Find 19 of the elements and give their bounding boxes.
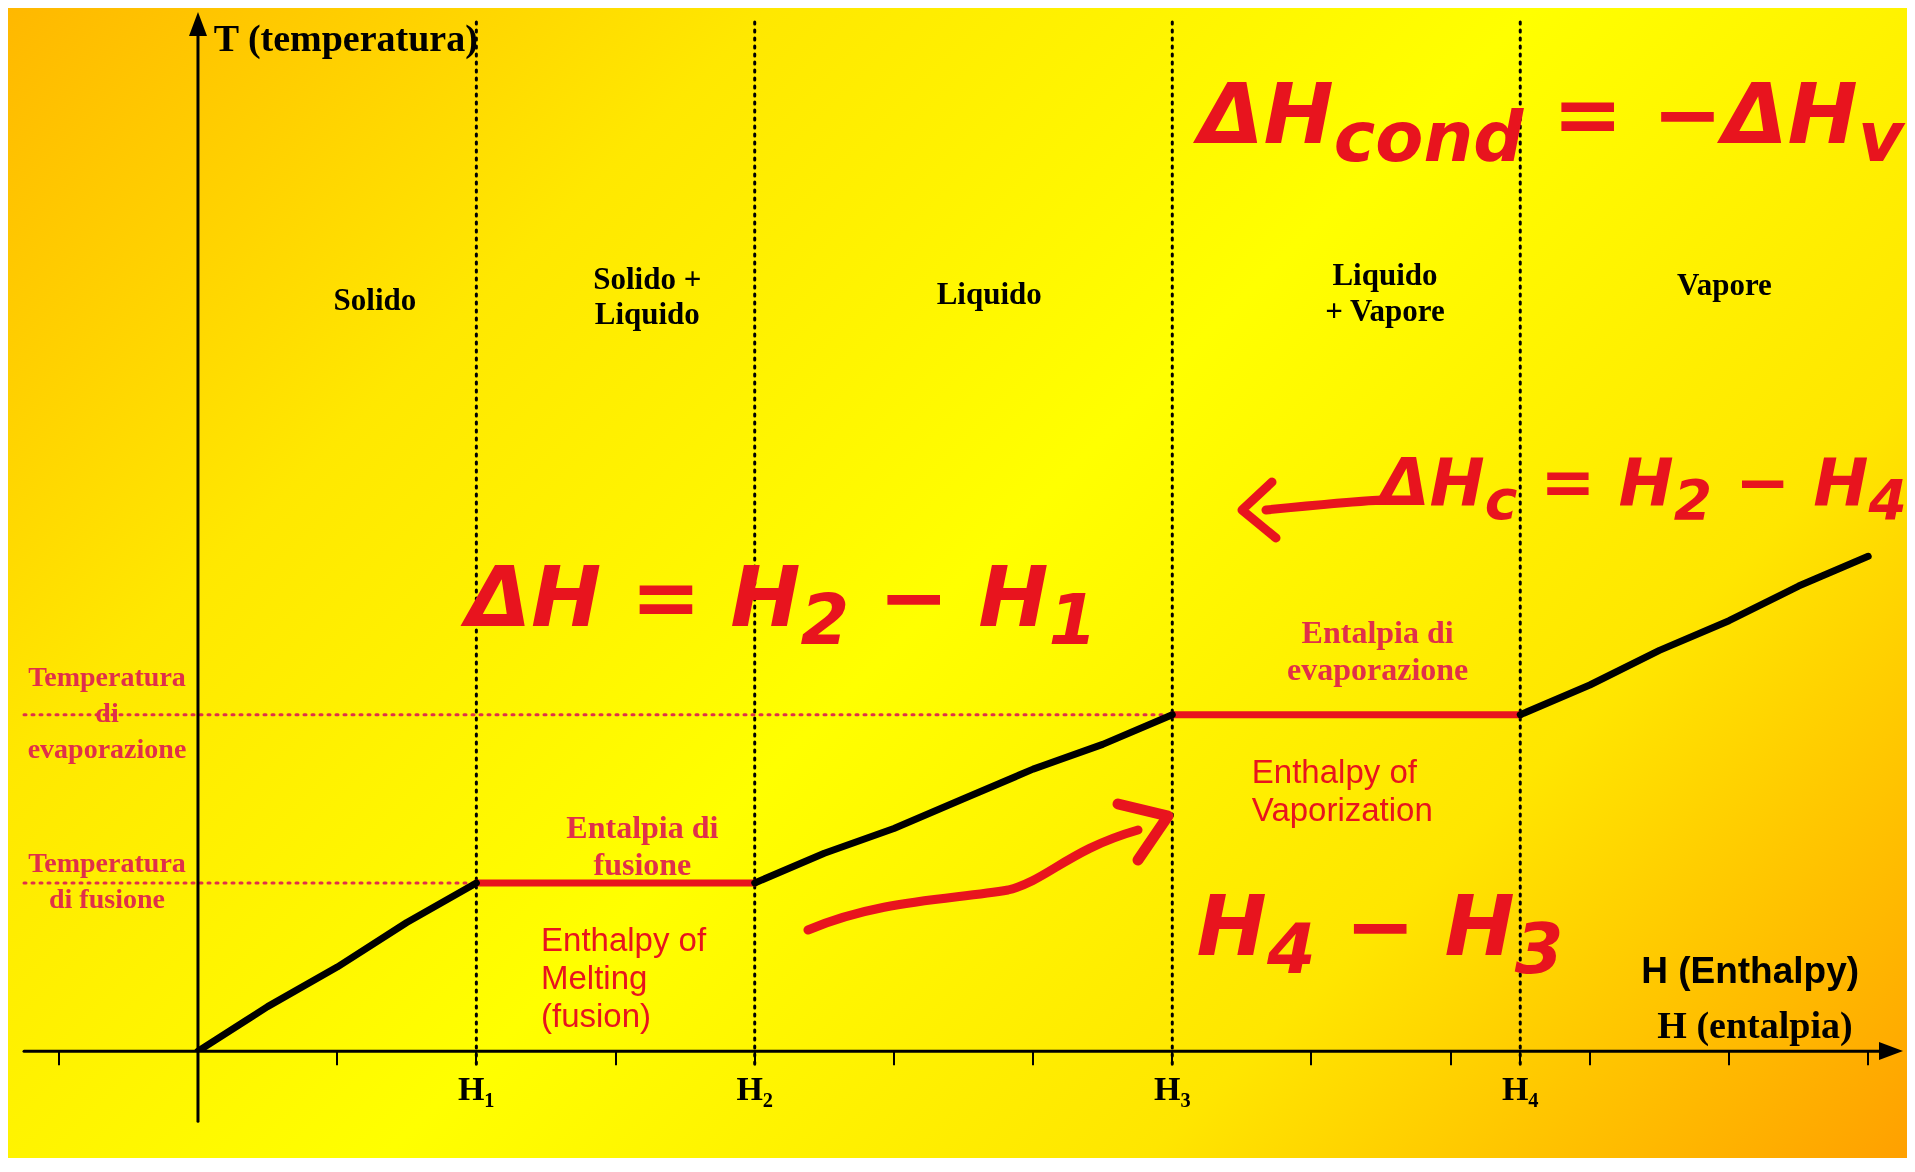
annotation: Enthalpy of Melting (fusion) — [541, 921, 708, 1036]
annotation: Entalpia di evaporazione — [1285, 614, 1470, 688]
annotation: H$_{4}$ − H$_{3}$ — [1196, 877, 1564, 991]
text: Solido — [333, 282, 417, 319]
x-tick-label: H₃ — [1153, 1070, 1191, 1108]
ref-line-label: Temperatura di fusione — [28, 847, 186, 915]
text: ΔH$_{c}$ = H$_{2}$ − H$_{4}$ — [1378, 443, 1907, 533]
x-tick-label: H₁ — [458, 1070, 495, 1108]
text: Solido + Liquido — [592, 261, 703, 333]
annotation: Entalpia di fusione — [565, 809, 720, 884]
x-tick-label: H₂ — [736, 1070, 774, 1108]
x-tick-label: H₄ — [1501, 1070, 1539, 1108]
text: T (temperatura) — [213, 17, 478, 61]
annotation: Enthalpy of Vaporization — [1251, 753, 1434, 830]
x-axis-title: H (entalpia) — [1657, 1004, 1853, 1048]
text: Vapore — [1677, 266, 1772, 303]
text: Liquido — [936, 276, 1042, 313]
annotation: H (Enthalpy) — [1641, 949, 1860, 993]
text: Liquido + Vapore — [1324, 257, 1445, 329]
